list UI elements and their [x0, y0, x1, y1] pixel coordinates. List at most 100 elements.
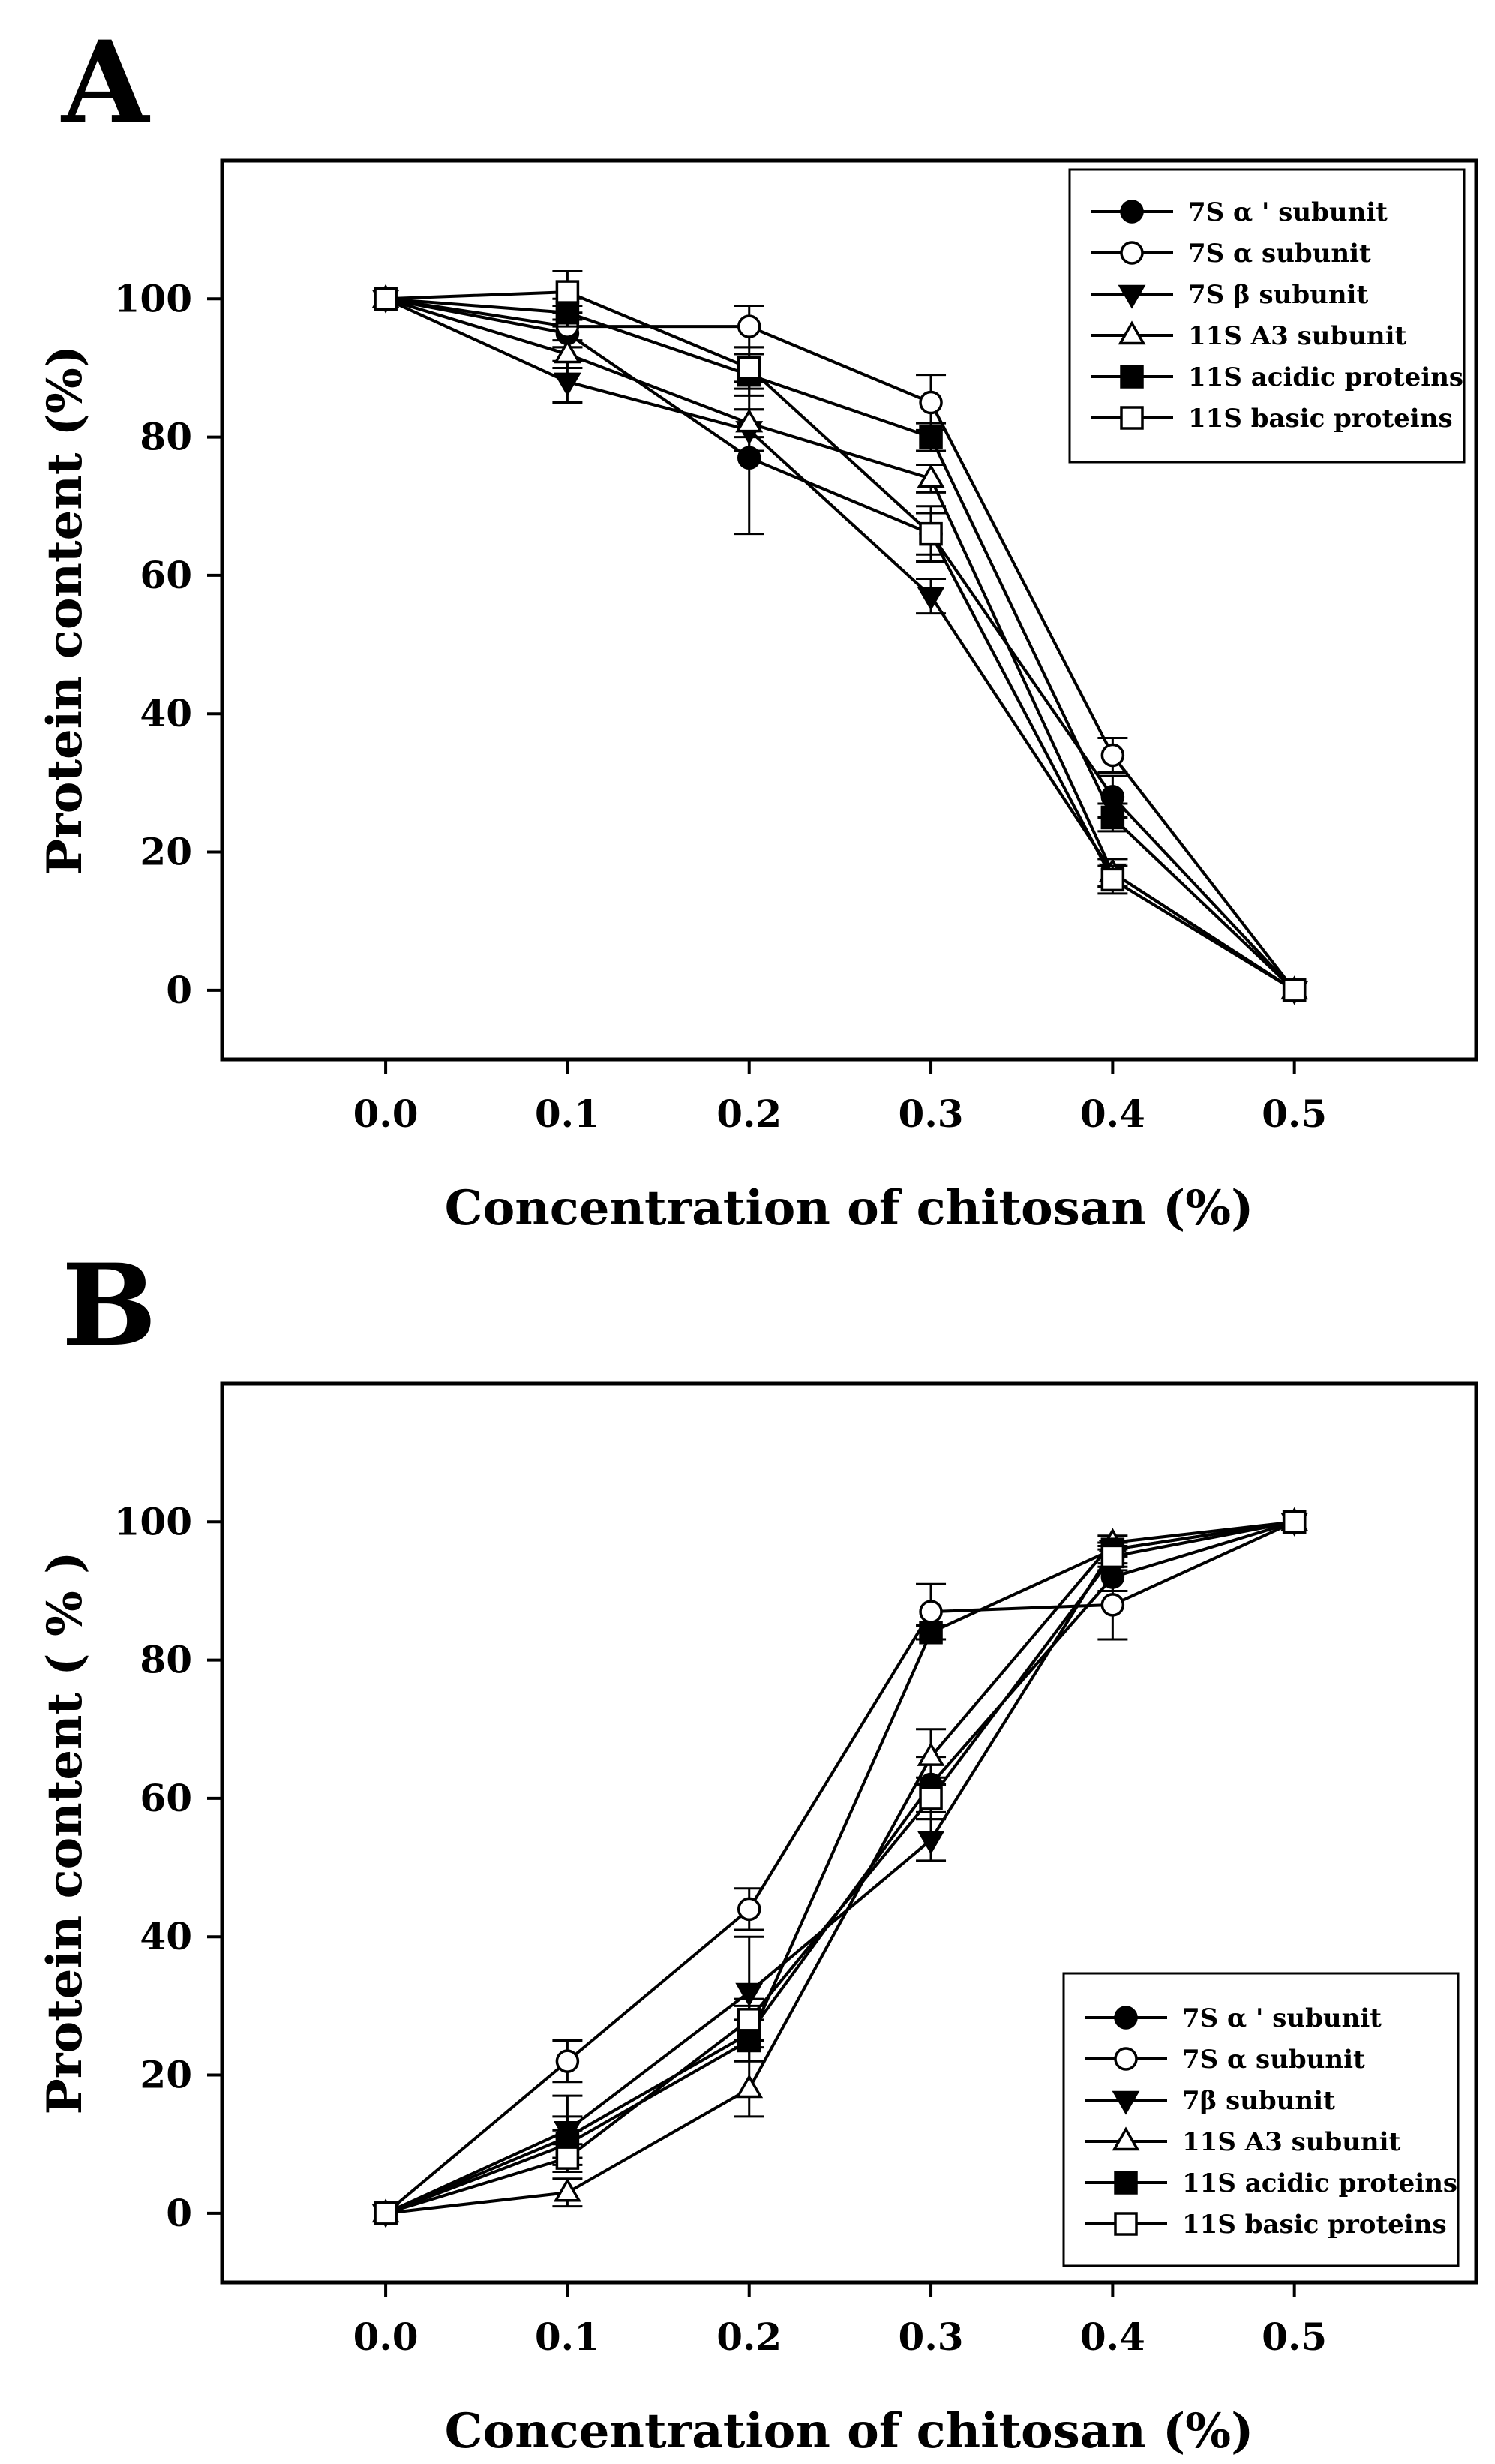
panel-a-series-line-7s-subunit — [385, 297, 1296, 992]
panel-b-x-tick-label: 0.4 — [1080, 2315, 1145, 2359]
panel-b-legend-marker-11s-basic-proteins — [1114, 2212, 1138, 2236]
panel-a-point-7s-subunit — [1100, 743, 1125, 768]
panel-a-point-11s-basic-proteins — [374, 287, 398, 311]
panel-a-x-tick-label: 0.2 — [716, 1092, 782, 1136]
panel-a-point-11s-basic-proteins — [555, 280, 580, 304]
panel-a-legend-label-11s-a3-subunit: 11S A3 subunit — [1188, 321, 1407, 351]
panel-a-legend-marker-11s-a3-subunit — [1118, 320, 1146, 345]
panel-a-series-line-11s-basic-proteins — [386, 290, 1295, 992]
panel-b-plot-frame — [220, 1381, 1478, 2285]
panel-a-legend-marker-7s-subunit — [1118, 284, 1146, 309]
panel-b-y-axis-title: Protein content ( % ) — [37, 1552, 93, 2115]
panel-a-legend-label-11s-basic-proteins: 11S basic proteins — [1188, 404, 1453, 434]
panel-a-marks: 0.0 0.1 0.2 0.3 0.4 0.5 0 20 40 60 80 100 — [114, 269, 1327, 1136]
panel-a-x-tick-label: 0.3 — [899, 1092, 964, 1136]
panel-b-legend-label-7s-subunit: 7S α ' subunit — [1182, 2003, 1382, 2033]
panel-a-point-7s-subunit — [553, 372, 581, 397]
panel-a-y-tick-label: 60 — [140, 553, 192, 597]
panel-a-letter: A — [60, 17, 151, 149]
panel-a-y-tick-label: 20 — [140, 830, 192, 874]
panel-a-series-line-11s-acidic-proteins — [385, 297, 1296, 992]
panel-a-x-tick-label: 0.5 — [1262, 1092, 1327, 1136]
panel-a-y-tick-label: 0 — [166, 968, 192, 1012]
panel-b-legend-marker-7-subunit — [1112, 2090, 1140, 2115]
panel-a-legend-marker-11s-acidic-proteins — [1120, 365, 1144, 389]
panel-b-point-11s-basic-proteins — [374, 2201, 398, 2225]
panel-b-point-11s-basic-proteins — [1100, 1544, 1125, 1569]
panel-a-legend: 7S α ' subunit 7S α subunit 7S β subunit 11… — [1068, 168, 1466, 464]
panel-b-x-tick-label: 0.0 — [353, 2315, 419, 2359]
panel-b-legend-marker-7s-subunit — [1114, 2006, 1138, 2030]
panel-b-point-7s-subunit — [555, 2049, 580, 2073]
panel-b-point-11s-a3-subunit — [917, 1742, 945, 1766]
panel-a-y-tick-label: 80 — [140, 415, 192, 459]
panel-a-legend-label-7s-subunit: 7S β subunit — [1188, 280, 1368, 310]
panel-b-legend-label-7s-subunit: 7S α subunit — [1182, 2045, 1365, 2075]
panel-a: A 0.0 0.1 0.2 0.3 0.4 0.5 0 20 40 60 80 100 7S α ' … — [37, 17, 1478, 1237]
panel-a-y-tick-label: 40 — [140, 691, 192, 735]
panel-b-legend-label-11s-acidic-proteins: 11S acidic proteins — [1182, 2168, 1457, 2198]
panel-b-point-11s-a3-subunit — [553, 2177, 581, 2202]
panel-b-point-11s-a3-subunit — [735, 2074, 764, 2099]
panel-a-x-tick-label: 0.4 — [1080, 1092, 1145, 1136]
panel-a-point-11s-a3-subunit — [735, 408, 764, 433]
panel-a-point-11s-basic-proteins — [737, 356, 761, 380]
panel-a-point-11s-acidic-proteins — [1100, 805, 1125, 830]
panel-b-legend-marker-11s-acidic-proteins — [1114, 2171, 1138, 2195]
panel-b-y-tick-label: 0 — [166, 2191, 192, 2235]
panel-b-legend-label-7-subunit: 7β subunit — [1182, 2086, 1335, 2116]
panel-a-y-tick-label: 100 — [114, 276, 192, 320]
panel-b-series-line-11s-acidic-proteins — [385, 1520, 1295, 2215]
panel-a-legend-marker-7s-subunit — [1120, 200, 1144, 224]
panel-a-legend-label-7s-subunit: 7S α ' subunit — [1188, 197, 1388, 227]
panel-a-legend-marker-11s-basic-proteins — [1120, 406, 1144, 430]
panel-a-point-11s-basic-proteins — [919, 521, 943, 546]
panel-b-legend: 7S α ' subunit 7S α subunit 7β subunit 11S … — [1062, 1972, 1460, 2267]
panel-a-legend-label-11s-acidic-proteins: 11S acidic proteins — [1188, 362, 1463, 392]
panel-a-point-11s-acidic-proteins — [919, 425, 943, 449]
panel-b-point-11s-basic-proteins — [1282, 1510, 1307, 1534]
panel-b-series-line-7s-subunit — [384, 1520, 1295, 2215]
panel-b-y-tick-label: 40 — [140, 1914, 192, 1958]
panel-a-point-11s-basic-proteins — [1100, 867, 1125, 892]
panel-a-point-7s-subunit — [737, 314, 761, 338]
panel-a-plot-frame — [220, 158, 1478, 1062]
panel-b-y-tick-label: 80 — [140, 1638, 192, 1682]
panel-a-point-11s-a3-subunit — [553, 339, 581, 364]
panel-b: B 0.0 0.1 0.2 0.3 0.4 0.5 0 20 40 60 80 100 7S α ' … — [37, 1240, 1478, 2459]
panel-b-letter: B — [62, 1240, 157, 1372]
panel-b-series-line-11s-basic-proteins — [385, 1520, 1295, 2215]
panel-b-x-tick-label: 0.1 — [535, 2315, 600, 2359]
panel-a-series-line-7s-subunit — [385, 297, 1296, 992]
panel-b-point-7-subunit — [917, 1830, 945, 1855]
panel-b-y-tick-label: 20 — [140, 2053, 192, 2097]
panel-b-y-tick-label: 60 — [140, 1776, 192, 1820]
panel-a-legend-label-7s-subunit: 7S α subunit — [1188, 239, 1371, 269]
panel-b-y-tick-label: 100 — [114, 1499, 192, 1543]
panel-b-x-tick-label: 0.3 — [899, 2315, 964, 2359]
panel-b-x-tick-label: 0.5 — [1262, 2315, 1327, 2359]
panel-a-x-tick-label: 0.0 — [353, 1092, 419, 1136]
panel-a-x-tick-label: 0.1 — [535, 1092, 600, 1136]
panel-b-x-axis-title: Concentration of chitosan (%) — [445, 2403, 1254, 2459]
panel-b-legend-label-11s-a3-subunit: 11S A3 subunit — [1182, 2127, 1401, 2157]
panel-b-point-7s-subunit — [919, 1600, 943, 1624]
panel-b-point-7s-subunit — [1100, 1593, 1125, 1617]
panel-b-legend-marker-7s-subunit — [1114, 2047, 1138, 2071]
panel-a-point-7s-subunit — [919, 390, 943, 415]
panel-a-y-axis-title: Protein content (%) — [37, 345, 93, 875]
panel-b-x-tick-label: 0.2 — [716, 2315, 782, 2359]
panel-b-point-7s-subunit — [737, 1897, 761, 1922]
panel-a-x-axis-title: Concentration of chitosan (%) — [445, 1180, 1254, 1237]
panel-b-point-7-subunit — [735, 1982, 764, 2007]
panel-b-point-11s-basic-proteins — [555, 2146, 580, 2170]
panel-a-point-11s-a3-subunit — [917, 464, 945, 488]
panel-b-marks: 0.0 0.1 0.2 0.3 0.4 0.5 0 20 40 60 80 100 — [114, 1499, 1328, 2359]
panel-b-legend-label-11s-basic-proteins: 11S basic proteins — [1182, 2210, 1447, 2240]
panel-a-legend-marker-7s-subunit — [1120, 241, 1144, 265]
panel-b-point-11s-basic-proteins — [919, 1786, 943, 1810]
panel-a-point-11s-basic-proteins — [1282, 978, 1307, 1002]
panel-a-point-7s-subunit — [917, 587, 945, 611]
panel-b-point-11s-basic-proteins — [737, 2008, 761, 2032]
